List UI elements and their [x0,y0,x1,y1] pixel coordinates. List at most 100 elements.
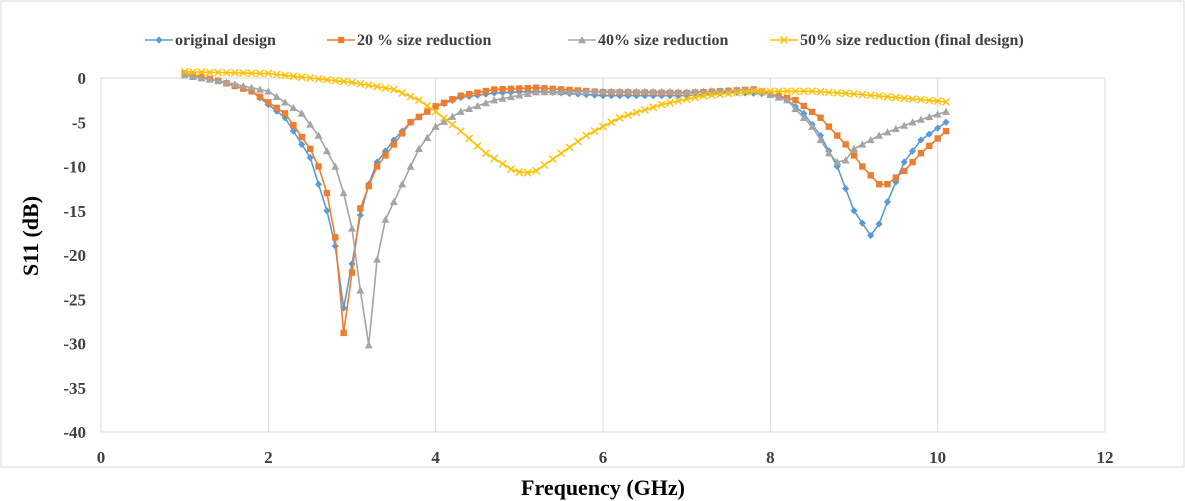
data-point [799,87,808,96]
data-point [373,158,381,166]
data-point [691,93,700,102]
x-tick-label: 8 [766,448,775,467]
data-point [665,87,674,96]
x-tick-label: 0 [97,448,106,467]
y-axis-title: S11 (dB) [18,196,43,276]
data-point [842,141,849,148]
data-point [289,103,298,112]
data-point [632,108,641,117]
data-point [800,102,807,110]
data-point [189,72,198,80]
data-point [306,74,315,82]
legend-entry: 20 % size reduction [327,32,491,49]
data-point [599,122,607,131]
data-point [448,112,457,120]
data-point [774,87,783,96]
data-point [398,89,407,98]
data-point [875,92,884,101]
legend-entry: 40% size reduction [568,32,728,49]
data-point [900,121,909,129]
data-point [942,127,950,135]
data-point [934,135,941,142]
x-tick-label: 10 [929,448,946,467]
data-point [499,89,507,97]
x-axis-title: Frequency (GHz) [521,475,685,500]
y-tick-label: -30 [63,335,86,354]
data-point [749,87,758,96]
data-point [757,87,766,96]
data-point [281,110,289,117]
legend-label: original design [175,32,276,49]
data-point [573,137,582,146]
data-point [640,105,649,114]
data-point [582,131,591,140]
data-point [348,78,356,87]
data-point [180,71,189,79]
data-point [214,68,223,77]
data-point [356,79,365,88]
data-point [490,96,499,104]
data-point [247,69,256,78]
data-point [481,149,490,158]
data-point [917,136,925,144]
data-point [916,115,925,123]
data-point [332,234,339,241]
x-axis-ticks: 0 2 4 6 8 10 12 [97,448,1114,467]
data-point [942,97,951,106]
data-point [222,68,231,77]
legend-label: 50% size reduction (final design) [800,32,1024,49]
data-point [222,78,231,86]
data-point [858,219,866,227]
data-point [515,168,524,177]
data-point [833,88,842,97]
data-point [942,107,951,115]
data-point [256,93,264,101]
data-point [348,224,356,232]
data-point [239,81,248,90]
data-point [356,211,364,219]
x-tick-label: 6 [599,448,608,467]
data-point [750,89,758,97]
data-point [180,67,189,76]
series-markers [180,67,951,177]
data-point [640,87,649,95]
data-point [817,114,824,122]
data-point [766,90,775,99]
data-point [649,103,658,112]
data-point [205,75,214,83]
data-point [900,94,909,103]
data-point [909,158,916,166]
data-point [866,91,875,100]
data-point [448,120,457,129]
data-point [933,97,942,106]
data-point [414,96,423,105]
data-point [607,87,616,95]
data-point [239,69,248,78]
data-point [440,114,449,123]
data-point [590,87,599,95]
data-point [674,88,683,96]
data-point [431,107,440,116]
data-point [599,87,607,95]
data-point [875,220,883,228]
data-point [908,147,917,155]
data-point [741,88,750,97]
data-point [323,189,331,197]
data-point [365,182,372,190]
data-point [824,88,833,97]
data-point [867,231,875,240]
data-point [473,101,482,110]
series-2 [180,71,951,349]
data-point [382,152,389,159]
data-point [883,198,892,206]
data-point [255,85,264,93]
data-point [289,72,298,81]
data-point [373,163,381,170]
data-point [415,113,423,121]
data-point [357,205,364,212]
data-point [582,87,591,95]
data-point [917,150,925,157]
data-point [506,92,515,101]
data-point [774,93,783,101]
